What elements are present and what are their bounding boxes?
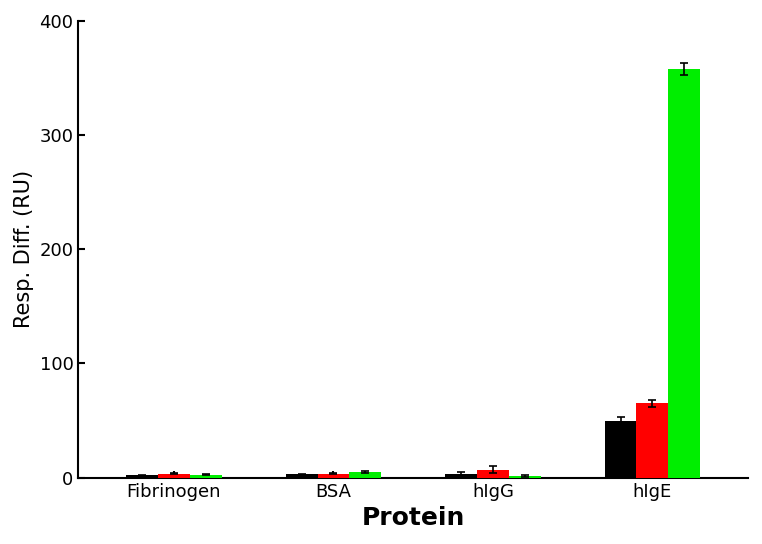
Bar	[158, 474, 190, 478]
Bar	[445, 474, 477, 478]
Bar	[350, 472, 381, 478]
Bar	[604, 421, 636, 478]
X-axis label: Protein: Protein	[361, 506, 465, 530]
Y-axis label: Resp. Diff. (RU): Resp. Diff. (RU)	[14, 170, 34, 329]
Bar	[126, 475, 158, 478]
Bar	[286, 474, 318, 478]
Bar	[190, 475, 222, 478]
Bar	[318, 474, 350, 478]
Bar	[636, 404, 668, 478]
Bar	[668, 69, 700, 478]
Bar	[509, 476, 541, 478]
Bar	[477, 469, 509, 478]
